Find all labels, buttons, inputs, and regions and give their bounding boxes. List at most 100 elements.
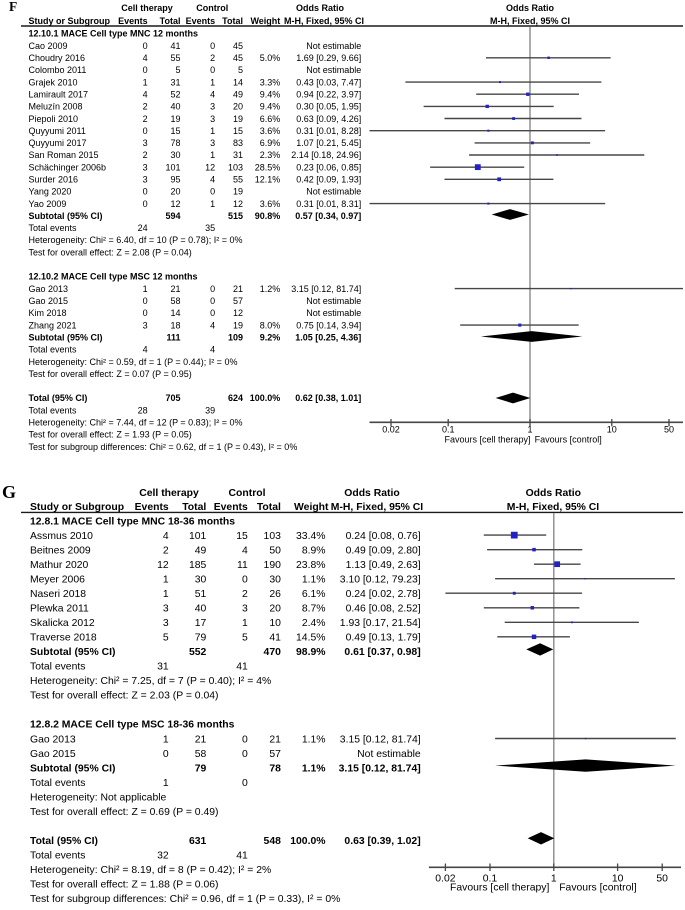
svg-text:Gao 2013: Gao 2013 xyxy=(29,284,69,294)
svg-text:Skalicka 2012: Skalicka 2012 xyxy=(30,618,95,629)
svg-text:0: 0 xyxy=(242,778,248,789)
svg-text:Odds Ratio: Odds Ratio xyxy=(344,488,399,499)
svg-text:Weight: Weight xyxy=(250,16,280,26)
svg-text:3.6%: 3.6% xyxy=(260,126,281,136)
svg-text:3: 3 xyxy=(163,618,169,629)
svg-text:1: 1 xyxy=(143,284,148,294)
svg-text:0.24 [0.08, 0.76]: 0.24 [0.08, 0.76] xyxy=(346,531,421,542)
svg-text:Gao 2015: Gao 2015 xyxy=(29,296,69,306)
svg-text:Cell therapy: Cell therapy xyxy=(139,488,199,499)
svg-text:Total (95% CI): Total (95% CI) xyxy=(30,836,98,847)
svg-text:12: 12 xyxy=(205,162,215,172)
svg-text:33.4%: 33.4% xyxy=(296,531,325,542)
svg-text:10: 10 xyxy=(612,873,624,884)
svg-text:0: 0 xyxy=(143,41,148,51)
svg-text:32: 32 xyxy=(157,851,169,862)
svg-text:0: 0 xyxy=(143,65,148,75)
svg-text:Piepoli 2010: Piepoli 2010 xyxy=(29,114,79,124)
svg-text:11: 11 xyxy=(237,560,248,571)
svg-text:3.15 [0.12, 81.74]: 3.15 [0.12, 81.74] xyxy=(340,734,421,745)
svg-text:2: 2 xyxy=(163,545,169,556)
svg-text:Surder 2016: Surder 2016 xyxy=(29,175,79,185)
svg-text:Not estimable: Not estimable xyxy=(306,187,361,197)
svg-text:10: 10 xyxy=(607,425,617,435)
svg-text:Choudry 2016: Choudry 2016 xyxy=(29,53,86,63)
svg-text:705: 705 xyxy=(165,393,180,403)
svg-text:100.0%: 100.0% xyxy=(290,836,325,847)
svg-text:4: 4 xyxy=(210,175,215,185)
svg-text:19: 19 xyxy=(233,320,243,330)
svg-text:24: 24 xyxy=(138,223,148,233)
svg-text:0: 0 xyxy=(242,734,248,745)
svg-text:21: 21 xyxy=(269,734,281,745)
svg-text:Not estimable: Not estimable xyxy=(357,749,421,760)
svg-text:28.5%: 28.5% xyxy=(255,162,281,172)
svg-text:1: 1 xyxy=(527,425,532,435)
svg-text:0.31 [0.01, 8.31]: 0.31 [0.01, 8.31] xyxy=(296,199,361,209)
svg-text:0.63 [0.39, 1.02]: 0.63 [0.39, 1.02] xyxy=(344,836,420,847)
svg-text:1.2%: 1.2% xyxy=(260,284,281,294)
svg-text:Cell therapy: Cell therapy xyxy=(121,3,173,13)
svg-text:0.02: 0.02 xyxy=(382,425,400,435)
svg-text:3: 3 xyxy=(163,604,169,615)
svg-text:58: 58 xyxy=(170,296,180,306)
svg-text:1: 1 xyxy=(210,77,215,87)
svg-text:3: 3 xyxy=(143,320,148,330)
svg-text:30: 30 xyxy=(195,574,207,585)
svg-text:Meyer 2006: Meyer 2006 xyxy=(30,574,85,585)
svg-text:12.8.2 MACE Cell type MSC 18-3: 12.8.2 MACE Cell type MSC 18-36 months xyxy=(30,720,235,731)
svg-text:30: 30 xyxy=(170,150,180,160)
svg-text:5: 5 xyxy=(242,633,248,644)
svg-text:0: 0 xyxy=(210,296,215,306)
svg-text:Test for subgroup differences:: Test for subgroup differences: Chi² = 0.… xyxy=(30,894,340,905)
svg-text:M-H, Fixed, 95% CI: M-H, Fixed, 95% CI xyxy=(331,502,423,513)
svg-text:Heterogeneity: Chi² = 8.19, df: Heterogeneity: Chi² = 8.19, df = 8 (P = … xyxy=(30,865,271,876)
svg-text:Quyyumi 2017: Quyyumi 2017 xyxy=(29,138,87,148)
svg-text:M-H, Fixed, 95% CI: M-H, Fixed, 95% CI xyxy=(490,16,570,26)
svg-text:28: 28 xyxy=(138,405,148,415)
svg-text:14: 14 xyxy=(170,308,180,318)
svg-text:4: 4 xyxy=(163,531,169,542)
svg-text:0.31 [0.01, 8.28]: 0.31 [0.01, 8.28] xyxy=(296,126,361,136)
svg-text:0: 0 xyxy=(143,296,148,306)
svg-text:1: 1 xyxy=(210,126,215,136)
svg-text:9.2%: 9.2% xyxy=(260,332,281,342)
svg-text:Quyyumi 2011: Quyyumi 2011 xyxy=(29,126,86,136)
svg-text:0.49 [0.09, 2.80]: 0.49 [0.09, 2.80] xyxy=(346,545,421,556)
svg-text:2: 2 xyxy=(143,102,148,112)
svg-text:1: 1 xyxy=(143,77,148,87)
svg-text:58: 58 xyxy=(195,749,207,760)
svg-text:21: 21 xyxy=(195,734,207,745)
svg-text:15: 15 xyxy=(170,126,180,136)
svg-text:35: 35 xyxy=(205,223,215,233)
svg-text:2.4%: 2.4% xyxy=(302,618,326,629)
svg-text:50: 50 xyxy=(269,545,281,556)
svg-text:10: 10 xyxy=(269,618,281,629)
svg-text:57: 57 xyxy=(269,749,281,760)
svg-text:Cao 2009: Cao 2009 xyxy=(29,41,68,51)
svg-text:Test for overall effect: Z = 1: Test for overall effect: Z = 1.88 (P = 0… xyxy=(30,880,218,891)
svg-text:Test for overall effect: Z = 1: Test for overall effect: Z = 1.93 (P = 0… xyxy=(29,430,192,440)
svg-text:8.0%: 8.0% xyxy=(260,320,281,330)
svg-text:185: 185 xyxy=(189,560,207,571)
svg-text:Heterogeneity: Chi² = 0.59, df: Heterogeneity: Chi² = 0.59, df = 1 (P = … xyxy=(29,357,238,367)
svg-text:2.14 [0.18, 24.96]: 2.14 [0.18, 24.96] xyxy=(291,150,361,160)
svg-text:190: 190 xyxy=(264,560,282,571)
svg-text:0: 0 xyxy=(163,749,169,760)
svg-text:0.62 [0.38, 1.01]: 0.62 [0.38, 1.01] xyxy=(295,393,361,403)
svg-text:18: 18 xyxy=(170,320,180,330)
svg-text:3.3%: 3.3% xyxy=(260,77,281,87)
svg-text:2: 2 xyxy=(242,589,248,600)
svg-text:Total events: Total events xyxy=(30,778,85,789)
svg-text:1.13 [0.49, 2.63]: 1.13 [0.49, 2.63] xyxy=(346,560,421,571)
svg-text:4: 4 xyxy=(210,345,215,355)
svg-text:5: 5 xyxy=(238,65,243,75)
svg-text:21: 21 xyxy=(233,284,243,294)
svg-text:1: 1 xyxy=(163,589,169,600)
svg-text:20: 20 xyxy=(233,102,243,112)
svg-text:Not estimable: Not estimable xyxy=(306,65,361,75)
svg-text:Schächinger 2006b: Schächinger 2006b xyxy=(29,162,107,172)
svg-text:14.5%: 14.5% xyxy=(296,633,325,644)
svg-text:M-H, Fixed, 95% CI: M-H, Fixed, 95% CI xyxy=(507,502,599,513)
svg-text:49: 49 xyxy=(233,90,243,100)
